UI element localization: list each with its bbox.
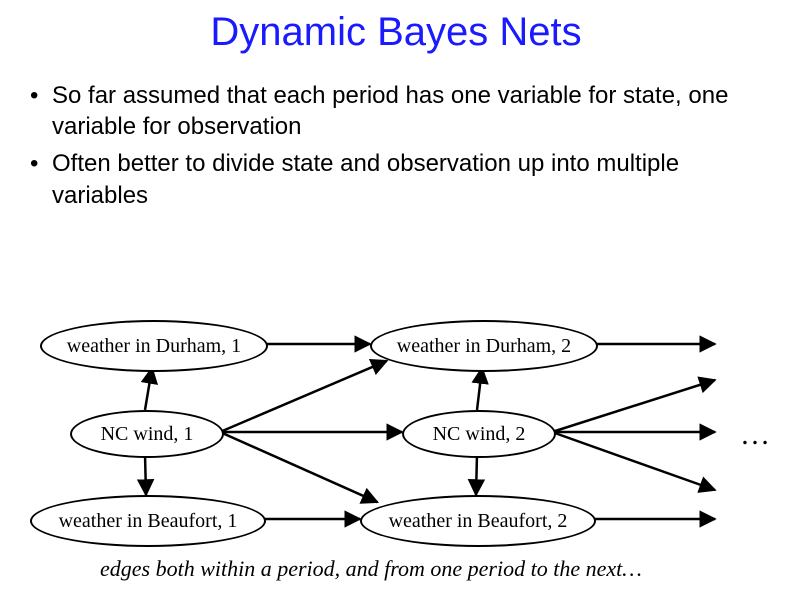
diagram-caption: edges both within a period, and from one…: [100, 556, 642, 582]
edge: [552, 380, 715, 432]
node-label: NC wind, 2: [433, 423, 526, 446]
node-durham-2: weather in Durham, 2: [370, 320, 598, 372]
node-label: weather in Beaufort, 1: [59, 510, 238, 533]
slide-title: Dynamic Bayes Nets: [0, 10, 792, 55]
edge: [476, 454, 477, 495]
ellipsis: …: [740, 418, 770, 452]
node-beaufort-1: weather in Beaufort, 1: [30, 495, 266, 547]
edge: [145, 454, 146, 495]
node-durham-1: weather in Durham, 1: [40, 320, 268, 372]
node-beaufort-2: weather in Beaufort, 2: [360, 495, 596, 547]
node-wind-2: NC wind, 2: [402, 410, 556, 458]
edge: [220, 361, 387, 432]
edge: [145, 368, 152, 410]
node-label: weather in Durham, 1: [67, 335, 241, 358]
node-wind-1: NC wind, 1: [70, 410, 224, 458]
edge: [220, 432, 377, 502]
node-label: NC wind, 1: [101, 423, 194, 446]
bullet-item: So far assumed that each period has one …: [52, 80, 762, 142]
node-label: weather in Durham, 2: [397, 335, 571, 358]
bullet-list: So far assumed that each period has one …: [30, 80, 762, 217]
bullet-item: Often better to divide state and observa…: [52, 148, 762, 210]
edge: [477, 368, 482, 410]
edge: [552, 432, 715, 490]
slide: Dynamic Bayes Nets So far assumed that e…: [0, 0, 792, 612]
node-label: weather in Beaufort, 2: [389, 510, 568, 533]
